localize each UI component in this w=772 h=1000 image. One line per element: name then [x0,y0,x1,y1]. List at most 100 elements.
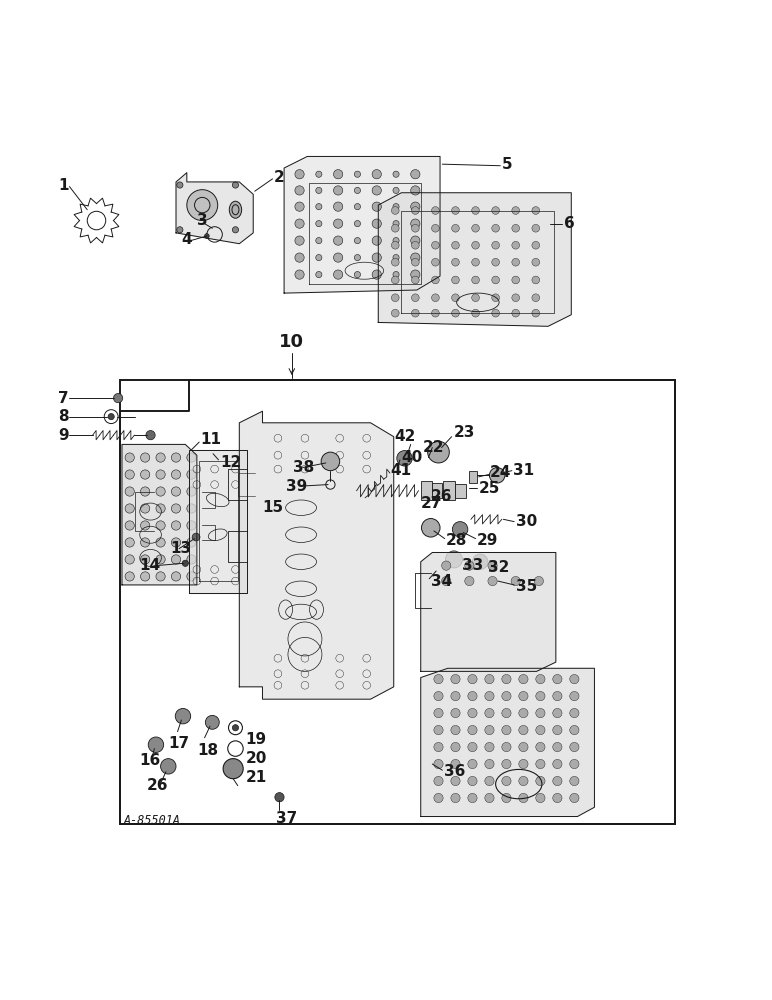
Circle shape [125,572,134,581]
Circle shape [393,187,399,194]
Text: 30: 30 [516,514,537,529]
Circle shape [492,241,499,249]
Circle shape [472,294,479,302]
Circle shape [171,521,181,530]
Text: 21: 21 [245,770,267,785]
Circle shape [372,236,381,245]
Text: 27: 27 [421,496,442,511]
Text: 14: 14 [139,558,160,573]
Circle shape [295,186,304,195]
Circle shape [492,276,499,284]
Circle shape [432,294,439,302]
Circle shape [492,224,499,232]
Circle shape [451,776,460,786]
Circle shape [232,182,239,188]
Circle shape [468,674,477,684]
Circle shape [432,224,439,232]
Bar [469,471,477,483]
Circle shape [452,522,468,537]
Circle shape [321,452,340,471]
Text: 29: 29 [477,533,499,548]
Text: 1: 1 [58,178,69,193]
Circle shape [570,674,579,684]
Circle shape [553,742,562,752]
Circle shape [452,309,459,317]
Circle shape [468,776,477,786]
Circle shape [391,241,399,249]
Circle shape [511,576,520,586]
Circle shape [125,538,134,547]
Circle shape [393,255,399,261]
Circle shape [205,234,209,238]
Polygon shape [421,668,594,817]
Circle shape [451,759,460,769]
Circle shape [492,207,499,214]
Circle shape [156,572,165,581]
Text: 4: 4 [181,232,192,247]
Text: 39: 39 [286,479,307,494]
Text: 16: 16 [139,753,161,768]
Circle shape [512,224,520,232]
Circle shape [411,276,419,284]
Circle shape [502,776,511,786]
Circle shape [354,187,361,194]
Circle shape [141,453,150,462]
Circle shape [393,204,399,210]
Circle shape [125,453,134,462]
Circle shape [434,674,443,684]
Circle shape [192,533,200,541]
Circle shape [125,555,134,564]
Circle shape [171,538,181,547]
Circle shape [472,554,488,569]
Circle shape [536,674,545,684]
Circle shape [468,742,477,752]
Circle shape [532,258,540,266]
Circle shape [452,224,459,232]
Circle shape [534,576,543,586]
Circle shape [148,737,164,752]
Circle shape [432,276,439,284]
Circle shape [445,551,462,568]
Text: 13: 13 [170,541,191,556]
Circle shape [502,708,511,718]
Circle shape [141,487,150,496]
Circle shape [372,186,381,195]
Text: A-85501A: A-85501A [124,814,181,827]
Circle shape [156,453,165,462]
Circle shape [485,742,494,752]
Circle shape [354,255,361,261]
Circle shape [232,227,239,233]
Circle shape [295,202,304,211]
Circle shape [502,725,511,735]
Text: 12: 12 [220,455,242,470]
Circle shape [512,276,520,284]
Circle shape [141,521,150,530]
Text: 10: 10 [279,333,304,351]
Circle shape [465,561,474,570]
Circle shape [125,487,134,496]
Text: 7: 7 [58,391,69,406]
Circle shape [177,227,183,233]
Circle shape [512,207,520,214]
Circle shape [485,674,494,684]
Circle shape [354,204,361,210]
Circle shape [156,470,165,479]
Text: 31: 31 [513,463,534,478]
Circle shape [411,202,420,211]
Circle shape [553,759,562,769]
Circle shape [182,560,188,566]
Polygon shape [378,193,571,326]
Circle shape [472,309,479,317]
Circle shape [295,170,304,179]
Circle shape [411,224,419,232]
Circle shape [536,691,545,701]
Circle shape [434,691,443,701]
Circle shape [434,725,443,735]
Circle shape [146,431,155,440]
Circle shape [156,487,165,496]
Circle shape [570,691,579,701]
Circle shape [519,776,528,786]
Circle shape [175,708,191,724]
Circle shape [187,190,218,221]
Text: 41: 41 [390,463,411,478]
